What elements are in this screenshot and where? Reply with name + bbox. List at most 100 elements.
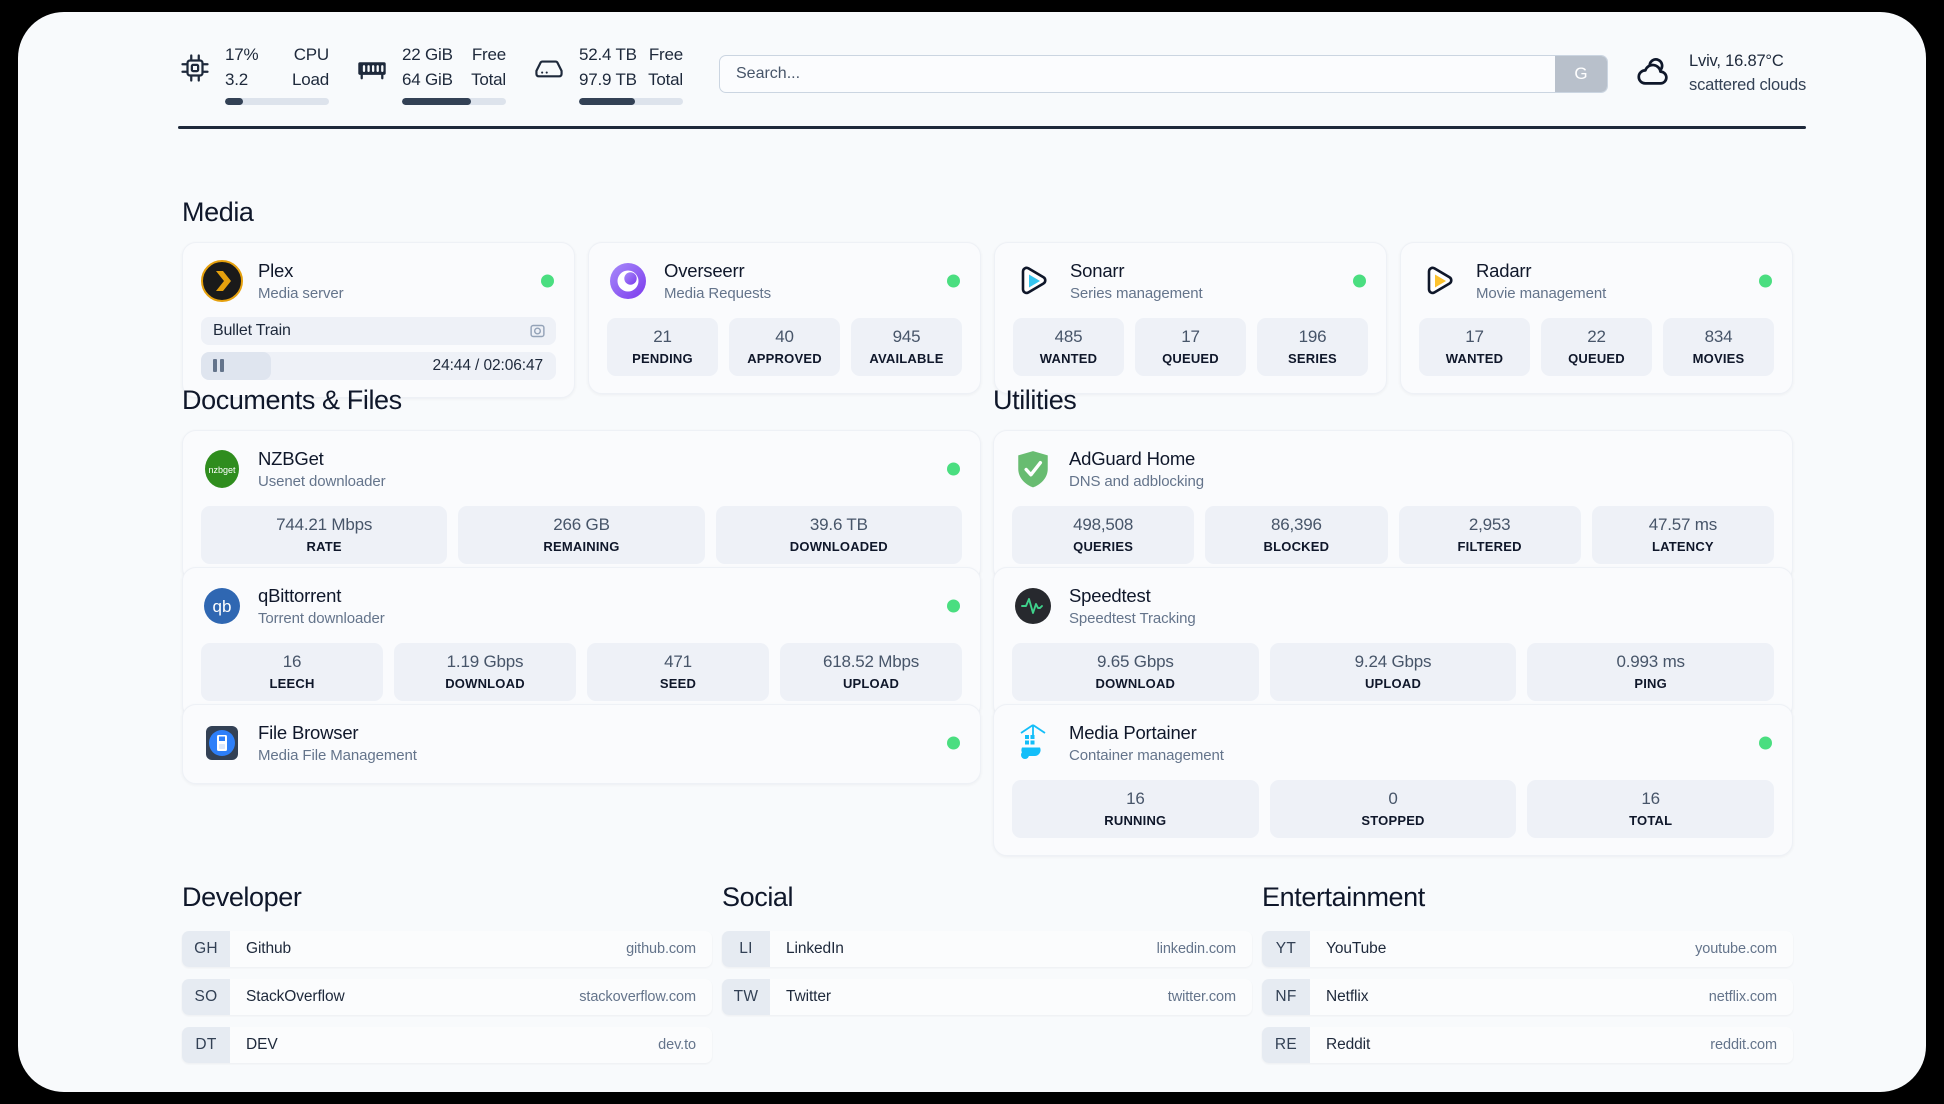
plex-icon [201, 260, 243, 303]
bookmark-item-reddit[interactable]: RE Reddit reddit.com [1262, 1027, 1793, 1063]
stat-value: 86,396 [1270, 514, 1322, 534]
portainer-icon [1012, 722, 1054, 764]
bookmark-badge: LI [722, 931, 770, 967]
stat-tile: 2,953 FILTERED [1398, 505, 1581, 565]
stat-group: 498,508 QUERIES 86,396 BLOCKED 2,953 FIL… [1012, 505, 1774, 565]
stat-tile: 744.21 Mbps RATE [201, 505, 448, 565]
stat-value: 40 [775, 326, 794, 346]
bookmark-url: dev.to [658, 1037, 696, 1053]
bookmark-item-twitter[interactable]: TW Twitter twitter.com [722, 979, 1252, 1015]
stat-tile: 21 PENDING [607, 317, 718, 377]
stat-tile: 0.993 ms PING [1527, 642, 1775, 702]
stat-value: 39.6 TB [809, 514, 868, 534]
bookmark-group-title: Developer [182, 882, 302, 912]
stat-tile: 1.19 Gbps DOWNLOAD [394, 642, 576, 702]
memory-progress-bar [402, 97, 506, 105]
bookmark-group-entertainment: Entertainment YT YouTube youtube.com NF … [1262, 882, 1793, 1075]
service-name: Sonarr [1070, 260, 1125, 281]
bookmark-item-dev[interactable]: DT DEV dev.to [182, 1027, 712, 1063]
bookmark-name: Github [246, 940, 292, 957]
service-card-sonarr[interactable]: Sonarr Series management 485 WANTED 17 Q… [994, 242, 1387, 395]
service-card-radarr[interactable]: Radarr Movie management 17 WANTED 22 QUE… [1400, 242, 1793, 395]
service-card-speedtest[interactable]: Speedtest Speedtest Tracking 9.65 Gbps D… [993, 567, 1793, 720]
bookmark-item-stackoverflow[interactable]: SO StackOverflow stackoverflow.com [182, 979, 712, 1015]
stat-value: 196 [1298, 326, 1327, 346]
disk-total-value: 97.9 TB [579, 69, 637, 89]
stat-label: PING [1634, 676, 1667, 692]
status-indicator-online [1759, 274, 1772, 288]
bookmark-item-netflix[interactable]: NF Netflix netflix.com [1262, 979, 1793, 1015]
stat-value: 22 [1587, 326, 1606, 346]
cpu-usage-label: CPU [293, 45, 329, 65]
service-description: Media File Management [258, 747, 417, 765]
search-bar[interactable]: G [719, 55, 1609, 93]
service-card-qbittorrent[interactable]: qb qBittorrent Torrent downloader 16 LEE… [182, 567, 981, 720]
cast-icon[interactable] [529, 322, 546, 339]
bookmark-name: StackOverflow [246, 988, 345, 1005]
stat-label: TOTAL [1629, 813, 1673, 829]
service-card-plex[interactable]: Plex Media server Bullet Train 24:44 / 0… [182, 242, 575, 398]
bookmark-group-title: Entertainment [1262, 882, 1425, 912]
stat-label: MOVIES [1692, 351, 1745, 367]
pause-icon[interactable] [213, 359, 224, 373]
bookmark-group-title: Social [722, 882, 794, 912]
bookmark-item-youtube[interactable]: YT YouTube youtube.com [1262, 931, 1793, 967]
stat-group: 16 RUNNING 0 STOPPED 16 TOTAL [1012, 779, 1775, 839]
stat-tile: 9.24 Gbps UPLOAD [1269, 642, 1517, 702]
weather-condition: scattered clouds [1689, 76, 1806, 94]
stat-group: 17 WANTED 22 QUEUED 834 MOVIES [1419, 317, 1774, 377]
memory-total-value: 64 GiB [402, 69, 453, 89]
stat-group: 21 PENDING 40 APPROVED 945 AVAILABLE [607, 317, 962, 377]
bookmark-badge: SO [182, 979, 230, 1015]
section-title-documents: Documents & Files [182, 385, 402, 415]
stat-tile: 945 AVAILABLE [851, 317, 962, 377]
service-name: Plex [258, 260, 294, 281]
service-card-overseerr[interactable]: Overseerr Media Requests 21 PENDING 40 A… [588, 242, 981, 395]
stat-label: SEED [659, 676, 697, 692]
card-header: Radarr Movie management [1419, 259, 1774, 304]
service-card-adguard-home[interactable]: AdGuard Home DNS and adblocking 498,508 … [993, 430, 1793, 583]
card-header: Sonarr Series management [1013, 259, 1368, 304]
status-indicator-online [541, 274, 554, 288]
service-description: DNS and adblocking [1069, 473, 1204, 491]
bookmark-item-linkedin[interactable]: LI LinkedIn linkedin.com [722, 931, 1252, 967]
stat-tile: 9.65 Gbps DOWNLOAD [1012, 642, 1259, 702]
bookmark-item-github[interactable]: GH Github github.com [182, 931, 712, 967]
stat-label: WANTED [1039, 351, 1098, 367]
card-header: Media Portainer Container management [1012, 721, 1774, 766]
stat-label: SERIES [1288, 351, 1337, 367]
stat-label: APPROVED [747, 351, 822, 367]
stat-label: QUERIES [1073, 539, 1134, 555]
section-title-media: Media [182, 197, 254, 227]
stat-label: LEECH [269, 676, 315, 692]
cpu-progress-bar [225, 97, 329, 105]
bookmark-name: Twitter [786, 988, 831, 1005]
bookmark-url: twitter.com [1167, 989, 1236, 1005]
stat-value: 17 [1181, 326, 1200, 346]
stat-tile: 196 SERIES [1257, 317, 1368, 377]
stat-tile: 39.6 TB DOWNLOADED [715, 505, 962, 565]
stat-tile: 16 LEECH [201, 642, 383, 702]
bookmark-url: stackoverflow.com [579, 989, 696, 1005]
card-header: qb qBittorrent Torrent downloader [201, 584, 962, 629]
playback-progress-bar[interactable]: 24:44 / 02:06:47 [201, 351, 556, 380]
now-playing-title: Bullet Train [213, 321, 291, 339]
search-input[interactable] [720, 56, 1556, 92]
file-browser-icon [201, 722, 243, 764]
service-card-nzbget[interactable]: nzbget NZBGet Usenet downloader 744.21 M… [182, 430, 981, 583]
stat-label: RATE [306, 539, 342, 555]
stat-value: 21 [653, 326, 672, 346]
stat-tile: 47.57 ms LATENCY [1591, 505, 1774, 565]
stat-label: RUNNING [1104, 813, 1167, 829]
bookmark-group-social: Social LI LinkedIn linkedin.com TW Twitt… [722, 882, 1252, 1027]
bookmark-badge: NF [1262, 979, 1310, 1015]
service-card-media-portainer[interactable]: Media Portainer Container management 16 … [993, 704, 1793, 857]
service-card-file-browser[interactable]: File Browser Media File Management [182, 704, 981, 784]
stat-label: WANTED [1445, 351, 1504, 367]
service-description: Series management [1070, 285, 1203, 303]
stat-label: PENDING [632, 351, 693, 367]
bookmark-url: linkedin.com [1156, 941, 1237, 957]
stat-label: LATENCY [1651, 539, 1714, 555]
search-submit-button[interactable]: G [1555, 56, 1608, 92]
stat-tile: 16 TOTAL [1527, 779, 1775, 839]
